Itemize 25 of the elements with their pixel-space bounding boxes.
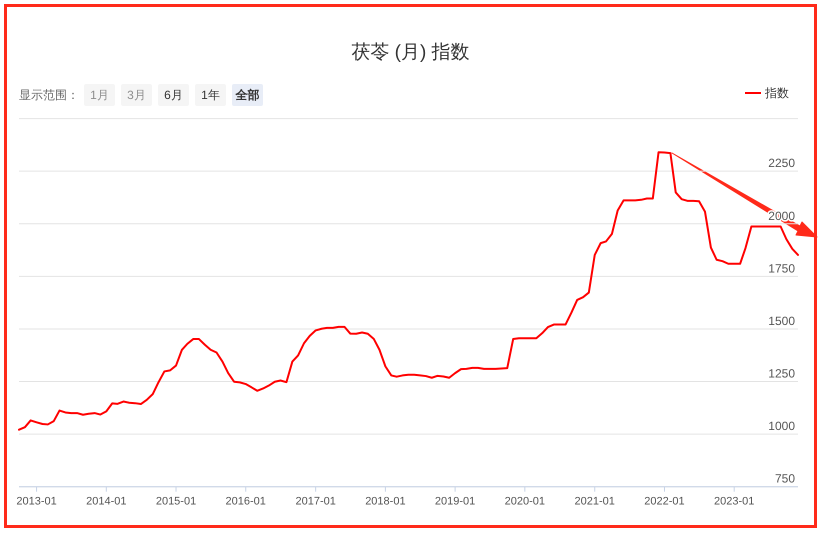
x-tick-label: 2020-01 [504,496,546,508]
text: 3月 [127,88,146,102]
legend-label: 指数 [764,86,789,100]
chart-title: 茯苓 (月) 指数 [351,42,470,63]
y-tick-label: 2250 [768,156,796,170]
x-tick-label: 2019-01 [434,496,476,508]
x-tick-label: 2013-01 [16,496,57,508]
text: 6月 [164,88,183,102]
y-tick-label: 1250 [768,366,796,381]
x-tick-label: 2015-01 [156,496,196,508]
text: 1月 [90,88,109,102]
y-tick-label: 1000 [768,419,796,434]
x-tick-label: 2016-01 [226,496,266,508]
x-tick-label: 2023-01 [714,496,754,508]
y-tick-label: 750 [774,472,796,486]
y-tick-label: 1750 [768,261,796,276]
text: 1年 [201,88,220,102]
x-tick-label: 2018-01 [365,496,406,508]
x-tick-label: 2014-01 [86,496,126,508]
y-tick-label: 1500 [768,314,796,328]
x-tick-label: 2021-01 [574,496,615,508]
text: 显示范围： [19,88,79,102]
text: 全部 [234,88,260,102]
x-tick-label: 2017-01 [295,496,336,508]
x-tick-label: 2022-01 [644,496,685,508]
